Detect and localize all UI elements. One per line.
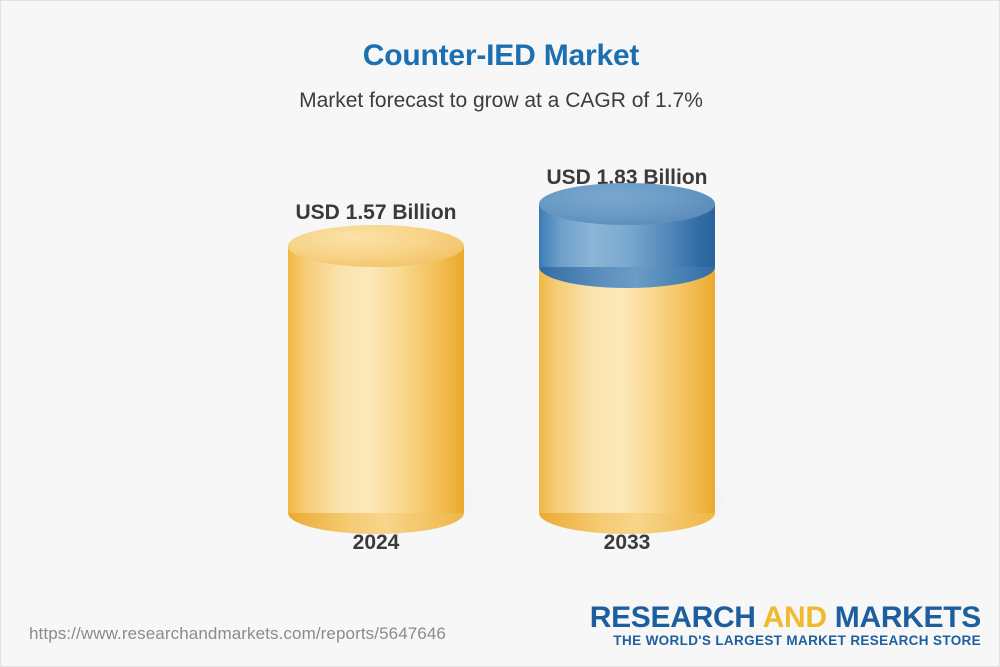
bar-category-label-2024: 2024 — [352, 531, 400, 554]
report-url[interactable]: https://www.researchandmarkets.com/repor… — [29, 624, 446, 643]
logo-word-markets: MARKETS — [834, 600, 982, 634]
cylinder-body — [288, 246, 464, 513]
cylinder-top-cap — [539, 183, 715, 225]
research-and-markets-logo[interactable]: RESEARCH AND MARKETS THE WORLD'S LARGEST… — [589, 600, 982, 650]
logo-tagline: THE WORLD'S LARGEST MARKET RESEARCH STOR… — [613, 633, 981, 649]
cylinder-top-cap — [288, 225, 464, 267]
logo-wordmark: RESEARCH AND MARKETS — [589, 600, 982, 634]
cylinder-2033 — [539, 183, 731, 534]
page-title: Counter-IED Market — [362, 39, 640, 72]
page-subtitle: Market forecast to grow at a CAGR of 1.7… — [299, 89, 703, 112]
cylinder-body — [539, 246, 715, 513]
bar-category-label-2033: 2033 — [603, 531, 651, 554]
cylinder-2024 — [288, 225, 480, 534]
bar-segment-base-2033 — [539, 246, 715, 534]
bar-value-label-2024: USD 1.57 Billion — [295, 201, 457, 224]
logo-word-and: AND — [762, 600, 827, 634]
bar-segment-base-2024 — [288, 225, 464, 534]
bar-segment-growth-2033 — [539, 183, 715, 288]
bar-value-label-2033: USD 1.83 Billion — [546, 166, 708, 189]
logo-word-research: RESEARCH — [589, 600, 756, 634]
bar-chart: USD 1.57 Billion 2024 USD 1.83 Billion — [1, 1, 999, 601]
